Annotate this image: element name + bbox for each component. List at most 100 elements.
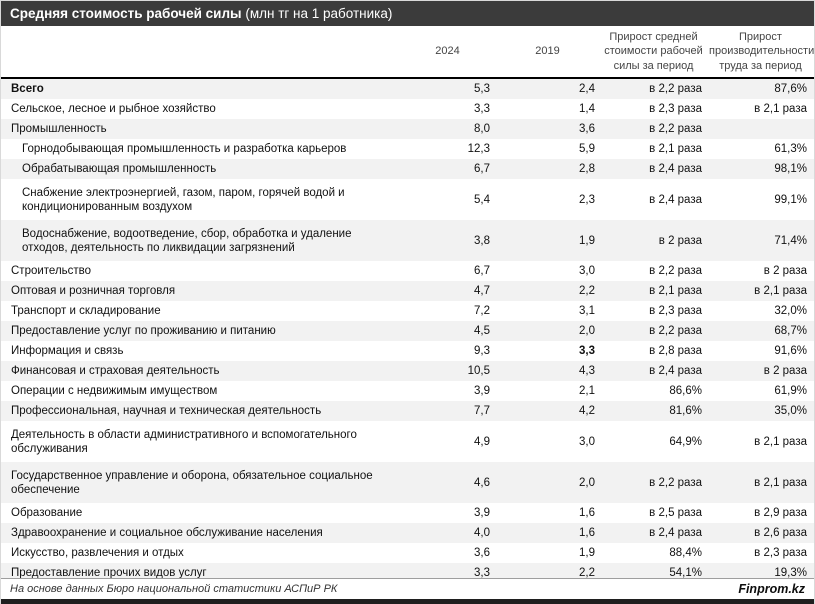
cell-growth-cost: в 2,3 раза <box>649 305 702 317</box>
col-header-empty <box>1 26 400 79</box>
table-row: Сельское, лесное и рыбное хозяйство 3,3 1,… <box>1 99 814 119</box>
table-row: Промышленность 8,0 3,6 в 2,2 раза <box>1 119 814 139</box>
table-row: Снабжение электроэнергией, газом, паром,… <box>1 179 814 220</box>
source-note: На основе данных Бюро национальной стати… <box>10 583 338 595</box>
row-label: Финансовая и страховая деятельность <box>11 365 220 377</box>
row-label: Предоставление прочих видов услуг <box>11 567 207 579</box>
row-label: Здравоохранение и социальное обслуживани… <box>11 527 323 539</box>
cell-growth-prod: 19,3% <box>774 567 807 579</box>
cell-2024: 7,2 <box>474 305 490 317</box>
cell-2024: 3,9 <box>474 507 490 519</box>
cell-growth-cost: в 2,4 раза <box>649 527 702 539</box>
col-header-2019: 2019 <box>495 26 600 79</box>
cell-growth-prod: в 2,9 раза <box>754 507 807 519</box>
table-row: Профессиональная, научная и техническая … <box>1 401 814 421</box>
header-row: 2024 2019 Прирост средней стоимости рабо… <box>1 26 814 79</box>
col-header-growth-prod: Прирост производительности труда за пери… <box>707 26 814 79</box>
page-title: Средняя стоимость рабочей силы <box>10 6 242 21</box>
col-header-growth-cost: Прирост средней стоимости рабочей силы з… <box>600 26 707 79</box>
cell-2019: 2,0 <box>579 325 595 337</box>
cell-growth-cost: в 2,2 раза <box>649 476 702 489</box>
cell-2019: 1,6 <box>579 507 595 519</box>
cell-growth-cost: в 2,4 раза <box>649 193 702 206</box>
cell-2024: 10,5 <box>467 365 490 377</box>
cell-growth-prod: 61,9% <box>774 385 807 397</box>
cell-growth-prod: в 2,1 раза <box>754 476 807 489</box>
cell-2019: 1,4 <box>579 103 595 115</box>
cell-growth-prod: в 2,3 раза <box>754 547 807 559</box>
cell-2024: 3,6 <box>474 547 490 559</box>
table-row: Оптовая и розничная торговля 4,7 2,2 в 2,1 … <box>1 281 814 301</box>
cell-2024: 6,7 <box>474 265 490 277</box>
cell-growth-prod: 35,0% <box>774 405 807 417</box>
cell-2019: 2,4 <box>579 83 595 95</box>
row-label: Оптовая и розничная торговля <box>11 285 176 297</box>
cell-2024: 7,7 <box>474 405 490 417</box>
bottom-accent-bar <box>1 599 814 604</box>
cell-growth-cost: в 2,2 раза <box>649 325 702 337</box>
table-row: Транспорт и складирование 7,2 3,1 в 2,3 раз… <box>1 301 814 321</box>
table-row: Государственное управление и оборона, об… <box>1 462 814 503</box>
cell-growth-prod: 61,3% <box>774 143 807 155</box>
page-title-suffix: (млн тг на 1 работника) <box>241 6 393 21</box>
cell-2019: 1,9 <box>579 234 595 247</box>
labor-cost-table: 2024 2019 Прирост средней стоимости рабо… <box>1 26 814 583</box>
table-row: Деятельность в области административного… <box>1 421 814 462</box>
cell-2019: 3,0 <box>579 265 595 277</box>
cell-growth-prod: 32,0% <box>774 305 807 317</box>
table-row: Финансовая и страховая деятельность 10,5 4… <box>1 361 814 381</box>
table-row: Искусство, развлечения и отдых 3,6 1,9 88,4… <box>1 543 814 563</box>
cell-growth-cost: в 2,1 раза <box>649 143 702 155</box>
row-label: Промышленность <box>11 123 107 135</box>
cell-2019: 3,6 <box>579 123 595 135</box>
table-row: Операции с недвижимым имуществом 3,9 2,1 86… <box>1 381 814 401</box>
row-label: Образование <box>11 507 83 519</box>
cell-growth-prod: 98,1% <box>774 163 807 175</box>
row-label: Предоставление услуг по проживанию и пит… <box>11 325 276 337</box>
cell-2024: 3,8 <box>474 234 490 247</box>
cell-growth-cost: в 2,2 раза <box>649 123 702 135</box>
title-bar: Средняя стоимость рабочей силы (млн тг н… <box>1 1 814 26</box>
cell-2019: 1,9 <box>579 547 595 559</box>
cell-2019: 3,3 <box>579 345 595 357</box>
cell-2019: 1,6 <box>579 527 595 539</box>
table-row: Строительство 6,7 3,0 в 2,2 раза в 2 раза <box>1 261 814 281</box>
cell-growth-cost: в 2,2 раза <box>649 265 702 277</box>
cell-growth-prod: 99,1% <box>774 193 807 206</box>
cell-2024: 8,0 <box>474 123 490 135</box>
row-label: Транспорт и складирование <box>11 305 161 317</box>
cell-growth-prod <box>707 119 814 139</box>
cell-2019: 4,3 <box>579 365 595 377</box>
col-header-2024: 2024 <box>400 26 495 79</box>
row-label: Деятельность в области административного… <box>11 428 357 455</box>
cell-growth-cost: 88,4% <box>669 547 702 559</box>
cell-2019: 2,0 <box>579 476 595 489</box>
cell-growth-cost: в 2,4 раза <box>649 365 702 377</box>
cell-growth-cost: в 2,2 раза <box>649 83 702 95</box>
cell-growth-prod: в 2 раза <box>763 265 807 277</box>
cell-growth-prod: в 2,6 раза <box>754 527 807 539</box>
cell-growth-prod: в 2,1 раза <box>754 103 807 115</box>
cell-growth-prod: 91,6% <box>774 345 807 357</box>
cell-growth-cost: в 2 раза <box>658 234 702 247</box>
cell-growth-prod: в 2 раза <box>763 365 807 377</box>
table-row: Здравоохранение и социальное обслуживани… <box>1 523 814 543</box>
cell-growth-cost: в 2,5 раза <box>649 507 702 519</box>
cell-growth-cost: в 2,3 раза <box>649 103 702 115</box>
cell-growth-prod: в 2,1 раза <box>754 435 807 448</box>
cell-growth-prod: 71,4% <box>774 234 807 247</box>
cell-2019: 3,0 <box>579 435 595 448</box>
cell-growth-cost: 54,1% <box>669 567 702 579</box>
table-row: Информация и связь 9,3 3,3 в 2,8 раза 91,6% <box>1 341 814 361</box>
cell-growth-cost: в 2,4 раза <box>649 163 702 175</box>
cell-2019: 2,8 <box>579 163 595 175</box>
cell-2024: 3,9 <box>474 385 490 397</box>
cell-growth-prod: 87,6% <box>774 83 807 95</box>
cell-2024: 5,4 <box>474 193 490 206</box>
cell-2024: 4,9 <box>474 435 490 448</box>
table-row: Образование 3,9 1,6 в 2,5 раза в 2,9 раза <box>1 503 814 523</box>
cell-2019: 3,1 <box>579 305 595 317</box>
cell-2024: 3,3 <box>474 567 490 579</box>
row-label: Профессиональная, научная и техническая … <box>11 405 322 417</box>
